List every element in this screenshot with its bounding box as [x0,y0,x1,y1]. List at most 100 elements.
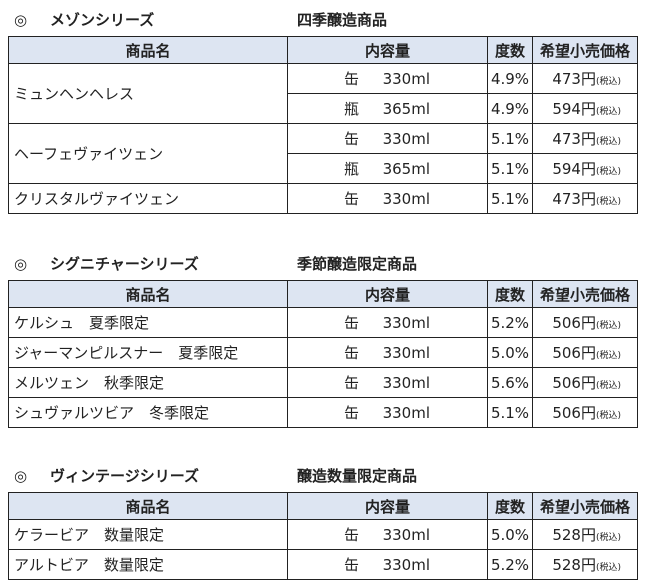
table-row: ミュンヘンヘレス缶 330ml 4.9% 473円(税込) [8,63,638,124]
product-name: アルトビア 数量限定 [8,549,288,580]
product-name: ケルシュ 夏季限定 [8,307,288,338]
header-abv: 度数 [487,492,533,520]
volume-value: 330ml [382,70,431,88]
table-header-row: 商品名 内容量 度数 希望小売価格 [8,492,638,520]
container-type: 缶 [344,526,360,544]
table-row: クリスタルヴァイツェン 缶 330ml 5.1% 473円(税込) [8,183,638,214]
volume-value: 330ml [382,344,431,362]
abv-value: 4.9% [487,93,533,124]
tax-note: (税込) [595,351,621,361]
container-type: 缶 [344,374,360,392]
volume-cell: 缶 330ml [287,549,488,580]
series-subtitle: 季節醸造限定商品 [297,255,418,273]
price-cell: 473円(税込) [532,183,638,214]
abv-value: 5.1% [487,153,533,184]
volume-cell: 缶 330ml [287,123,488,154]
volume-cell: 缶 330ml [287,183,488,214]
container-type: 缶 [344,70,360,88]
product-name: シュヴァルツビア 冬季限定 [8,397,288,428]
table-header-row: 商品名 内容量 度数 希望小売価格 [8,36,638,64]
product-name: クリスタルヴァイツェン [8,183,288,214]
product-name: ケラービア 数量限定 [8,519,288,550]
section-header: ◎ メゾンシリーズ 四季醸造商品 [14,10,614,30]
volume-value: 330ml [382,130,431,148]
header-product-name: 商品名 [8,36,288,64]
tax-note: (税込) [595,411,621,421]
section-mark-icon: ◎ [14,467,28,485]
series-name: ヴィンテージシリーズ [50,467,199,485]
tax-note: (税込) [595,533,621,543]
volume-value: 330ml [382,314,431,332]
abv-value: 5.0% [487,519,533,550]
price-cell: 506円(税込) [532,337,638,368]
header-price: 希望小売価格 [532,280,638,308]
series-subtitle: 醸造数量限定商品 [297,467,418,485]
tax-note: (税込) [595,321,621,331]
header-abv: 度数 [487,280,533,308]
table-header-row: 商品名 内容量 度数 希望小売価格 [8,280,638,308]
section-header: ◎ ヴィンテージシリーズ 醸造数量限定商品 [14,466,614,486]
price-cell: 506円(税込) [532,397,638,428]
header-product-name: 商品名 [8,280,288,308]
series-subtitle: 四季醸造商品 [297,11,388,29]
volume-value: 365ml [382,100,431,118]
product-name: メルツェン 秋季限定 [8,367,288,398]
price-cell: 528円(税込) [532,549,638,580]
product-name: ヘーフェヴァイツェン [8,123,288,184]
volume-cell: 缶 330ml [287,519,488,550]
volume-value: 330ml [382,556,431,574]
volume-cell: 缶 330ml [287,397,488,428]
container-type: 缶 [344,130,360,148]
abv-value: 5.6% [487,367,533,398]
header-price: 希望小売価格 [532,492,638,520]
section-header: ◎ シグニチャーシリーズ 季節醸造限定商品 [14,254,614,274]
volume-value: 330ml [382,526,431,544]
price-value: 473円 [552,190,596,208]
series-name: メゾンシリーズ [50,11,155,29]
price-value: 594円 [552,100,596,118]
series-name: シグニチャーシリーズ [50,255,199,273]
volume-value: 330ml [382,190,431,208]
product-table: 商品名 内容量 度数 希望小売価格 ミュンヘンヘレス缶 330ml 4.9% 473円(税込)… [8,36,638,214]
table-row: アルトビア 数量限定缶 330ml 5.2% 528円(税込) [8,549,638,580]
header-volume: 内容量 [287,280,488,308]
header-product-name: 商品名 [8,492,288,520]
price-cell: 594円(税込) [532,93,638,124]
price-cell: 528円(税込) [532,519,638,550]
volume-cell: 瓶 365ml [287,153,488,184]
table-row: シュヴァルツビア 冬季限定缶 330ml 5.1% 506円(税込) [8,397,638,428]
container-type: 缶 [344,314,360,332]
volume-cell: 缶 330ml [287,63,488,94]
abv-value: 5.0% [487,337,533,368]
volume-value: 330ml [382,374,431,392]
price-value: 506円 [552,344,596,362]
abv-value: 5.1% [487,183,533,214]
header-abv: 度数 [487,36,533,64]
volume-cell: 瓶 365ml [287,93,488,124]
volume-value: 365ml [382,160,431,178]
tax-note: (税込) [595,137,621,147]
volume-cell: 缶 330ml [287,307,488,338]
header-volume: 内容量 [287,36,488,64]
container-type: 缶 [344,190,360,208]
tax-note: (税込) [595,563,621,573]
price-value: 473円 [552,70,596,88]
header-volume: 内容量 [287,492,488,520]
product-table: 商品名 内容量 度数 希望小売価格 ケラービア 数量限定缶 330ml 5.0% 528円(税… [8,492,638,580]
price-cell: 473円(税込) [532,63,638,94]
tax-note: (税込) [595,167,621,177]
table-row: 瓶 365ml 4.9% 594円(税込) [9,93,638,124]
abv-value: 4.9% [487,63,533,94]
abv-value: 5.1% [487,397,533,428]
container-type: 缶 [344,344,360,362]
volume-cell: 缶 330ml [287,367,488,398]
price-value: 473円 [552,130,596,148]
price-value: 528円 [552,526,596,544]
table-row: メルツェン 秋季限定 缶 330ml 5.6% 506円(税込) [8,367,638,398]
container-type: 瓶 [344,100,360,118]
price-cell: 506円(税込) [532,367,638,398]
price-cell: 506円(税込) [532,307,638,338]
tax-note: (税込) [595,381,621,391]
price-value: 528円 [552,556,596,574]
volume-value: 330ml [382,404,431,422]
